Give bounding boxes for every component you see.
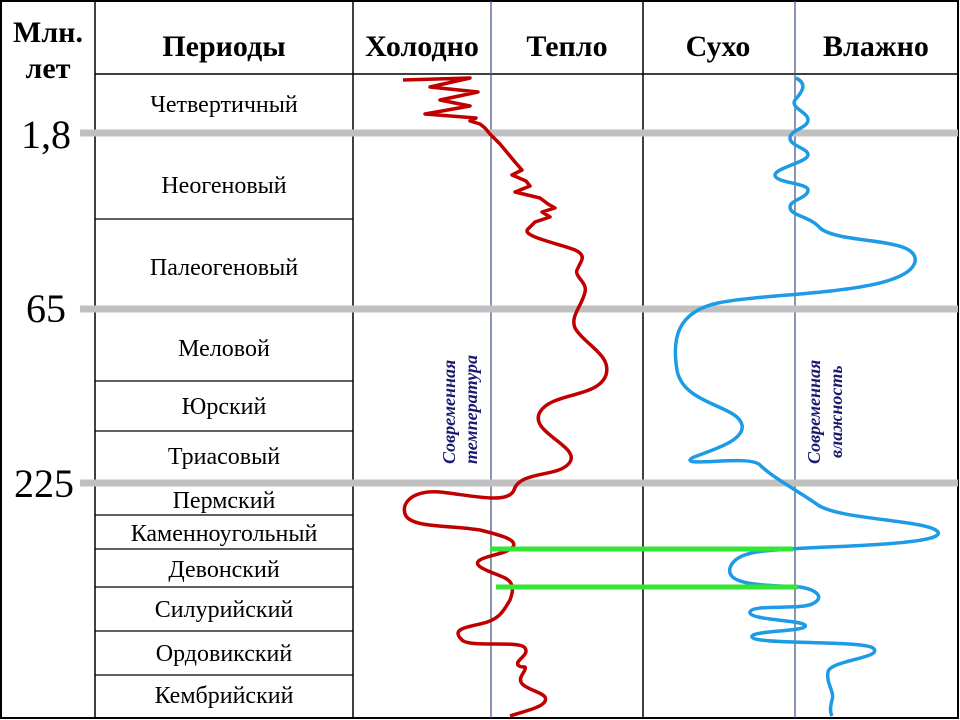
warm-header: Тепло xyxy=(526,30,607,63)
age-label-1-8: 1,8 xyxy=(21,112,71,157)
cold-header: Холодно xyxy=(365,30,479,63)
modern-humidity-label-line-1: Современная xyxy=(804,360,824,464)
period-paleogene: Палеогеновый xyxy=(150,255,298,281)
periods-header: Периоды xyxy=(162,30,285,63)
modern-temperature-label-line-2: температура xyxy=(461,355,481,464)
period-cambrian: Кембрийский xyxy=(155,683,294,709)
period-quaternary: Четвертичный xyxy=(150,92,298,118)
age-header-line-2: лет xyxy=(26,52,71,85)
period-ordovician: Ордовикский xyxy=(156,641,293,667)
period-cretaceous: Меловой xyxy=(178,336,270,362)
temperature-curve xyxy=(402,76,609,718)
period-row-dividers xyxy=(95,218,353,676)
dry-header: Сухо xyxy=(686,30,751,63)
period-triassic: Триасовый xyxy=(168,444,280,470)
modern-humidity-label-line-2: влажность xyxy=(826,365,846,458)
period-carboniferous: Каменноугольный xyxy=(131,521,318,547)
period-jurassic: Юрский xyxy=(182,394,267,420)
age-label-225: 225 xyxy=(14,461,74,506)
period-devonian: Девонский xyxy=(168,557,279,583)
humidity-curve xyxy=(673,76,940,717)
period-list: Четвертичный Неогеновый Палеогеновый Мел… xyxy=(131,92,318,709)
period-permian: Пермский xyxy=(173,488,276,514)
modern-temperature-label-line-1: Современная xyxy=(439,360,459,464)
age-label-65: 65 xyxy=(26,286,66,331)
wet-header: Влажно xyxy=(823,30,929,63)
period-silurian: Силурийский xyxy=(155,597,294,623)
age-header-line-1: Млн. xyxy=(13,16,83,49)
period-neogene: Неогеновый xyxy=(161,173,286,199)
